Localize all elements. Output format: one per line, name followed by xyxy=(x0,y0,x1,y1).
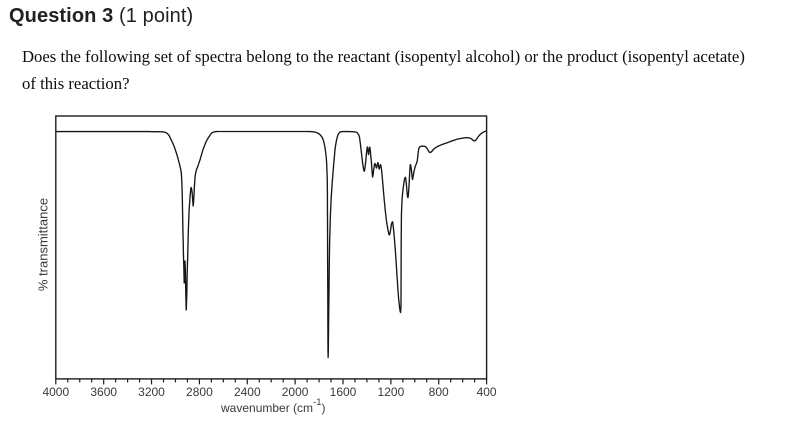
svg-text:1600: 1600 xyxy=(330,385,357,399)
svg-text:1200: 1200 xyxy=(378,385,405,399)
svg-text:400: 400 xyxy=(477,385,497,399)
svg-text:3600: 3600 xyxy=(90,385,117,399)
svg-text:2000: 2000 xyxy=(282,385,309,399)
svg-text:2800: 2800 xyxy=(186,385,213,399)
svg-text:4000: 4000 xyxy=(42,385,69,399)
svg-text:800: 800 xyxy=(429,385,449,399)
svg-text:% transmittance: % transmittance xyxy=(36,198,51,291)
svg-text:3200: 3200 xyxy=(138,385,165,399)
svg-text:wavenumber (cm-1): wavenumber (cm-1) xyxy=(220,397,325,415)
svg-text:2400: 2400 xyxy=(234,385,261,399)
